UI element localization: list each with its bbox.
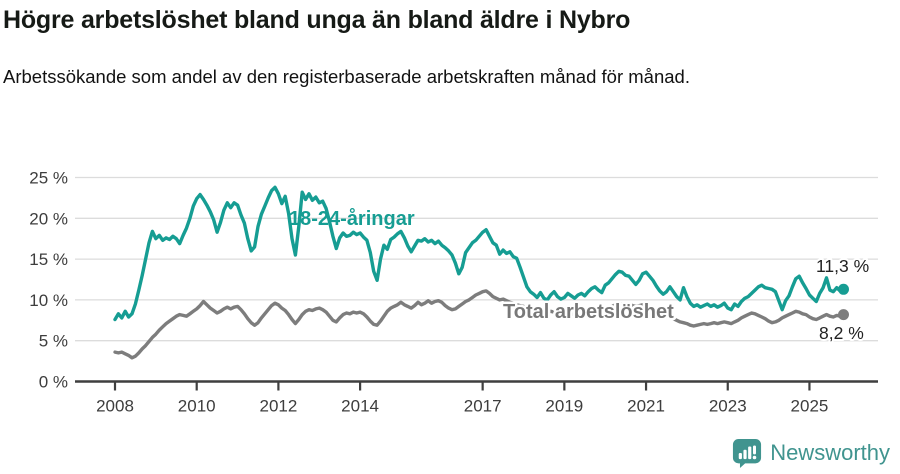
page-subtitle: Arbetssökande som andel av den registerb… xyxy=(3,66,690,87)
end-value-label-young: 11,3 % xyxy=(816,256,869,276)
end-value-label-total: 8,2 % xyxy=(819,323,864,343)
end-dot-total xyxy=(838,309,849,321)
x-tick-label: 2023 xyxy=(709,397,747,416)
x-tick-label: 2025 xyxy=(791,397,829,416)
series-label-total: Total arbetslöshet xyxy=(503,301,674,323)
x-tick-label: 2019 xyxy=(545,397,583,416)
series-line-total xyxy=(113,289,846,360)
series-label-young: 18-24-åringar xyxy=(289,207,415,230)
newsworthy-logo-icon xyxy=(733,438,762,468)
y-tick-label: 5 % xyxy=(39,332,68,351)
newsworthy-brand-link[interactable]: Newsworthy xyxy=(732,437,890,469)
chart-generated-layer: 0 % 5 % 10 % 15 % 20 % 25 % 2008 2010 2012 2014 20… xyxy=(29,169,878,416)
x-tick-label: 2014 xyxy=(341,397,379,416)
x-tick-label: 2010 xyxy=(178,397,216,416)
x-tick-label: 2021 xyxy=(627,397,665,416)
y-tick-label: 0 % xyxy=(39,373,68,392)
y-tick-label: 15 % xyxy=(29,250,68,269)
y-tick-label: 20 % xyxy=(29,209,68,228)
newsworthy-brand-name: Newsworthy xyxy=(770,440,890,465)
x-tick-label: 2012 xyxy=(259,397,297,416)
y-tick-label: 25 % xyxy=(29,169,68,188)
end-dot-young xyxy=(838,283,849,295)
series-line-young xyxy=(113,185,846,322)
x-tick-label: 2008 xyxy=(96,397,134,416)
x-tick-label: 2017 xyxy=(464,397,502,416)
page-title: Högre arbetslöshet bland unga än bland ä… xyxy=(3,6,631,34)
y-tick-label: 10 % xyxy=(29,291,68,310)
